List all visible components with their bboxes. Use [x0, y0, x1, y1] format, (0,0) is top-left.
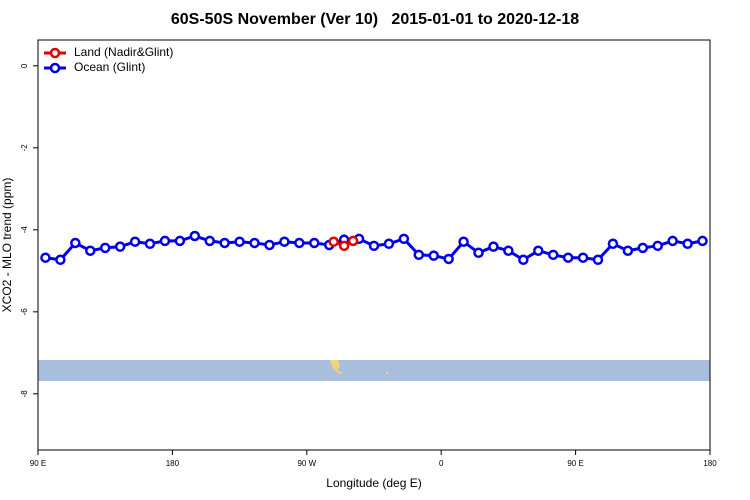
- y-axis-label: XCO2 - MLO trend (ppm): [0, 178, 14, 313]
- point: [249, 237, 260, 249]
- y-tick-label: -2: [20, 144, 29, 152]
- point: [458, 236, 469, 247]
- point: [309, 237, 320, 249]
- point: [637, 242, 649, 254]
- point: [652, 240, 663, 252]
- land-shape: [386, 372, 388, 374]
- legend-marker: [49, 47, 61, 59]
- y-tick-label: -4: [20, 226, 29, 234]
- x-axis-label: Longitude (deg E): [326, 476, 421, 490]
- point: [622, 245, 634, 256]
- point: [99, 242, 111, 254]
- x-tick-label: 180: [166, 459, 180, 468]
- point: [328, 236, 339, 247]
- point: [144, 238, 156, 250]
- land-shape: [330, 360, 343, 374]
- point: [443, 253, 454, 265]
- point: [234, 236, 245, 247]
- y-tick-label: -8: [20, 390, 29, 398]
- point: [264, 239, 275, 251]
- point: [204, 235, 215, 247]
- point: [562, 252, 574, 263]
- point: [383, 238, 395, 250]
- legend-marker: [49, 62, 61, 74]
- point: [547, 249, 559, 261]
- chart-title: 60S-50S November (Ver 10) 2015-01-01 to …: [171, 11, 579, 28]
- point: [338, 240, 350, 252]
- point: [533, 245, 544, 256]
- point: [55, 254, 66, 266]
- x-tick-label: 90 E: [567, 459, 583, 468]
- point: [189, 230, 201, 242]
- point: [592, 254, 604, 266]
- point: [279, 236, 290, 247]
- point: [607, 238, 619, 250]
- point: [294, 237, 305, 249]
- point: [40, 252, 51, 263]
- x-tick-label: 90 W: [297, 459, 316, 468]
- point: [667, 235, 678, 247]
- point: [413, 249, 425, 261]
- point: [347, 235, 359, 247]
- point: [488, 241, 499, 252]
- point: [428, 250, 439, 261]
- point: [114, 241, 126, 252]
- point: [518, 254, 529, 266]
- point: [219, 237, 230, 249]
- y-tick-label: -6: [20, 308, 29, 316]
- plot-frame: [37, 39, 711, 451]
- point: [682, 238, 693, 250]
- point: [398, 233, 410, 245]
- point: [85, 245, 96, 256]
- point: [368, 240, 380, 252]
- legend-label: Land (Nadir&Glint): [74, 45, 173, 59]
- point: [70, 237, 81, 249]
- x-tick-label: 90 E: [30, 459, 46, 468]
- y-tick-label: 0: [20, 63, 29, 68]
- point: [159, 235, 171, 247]
- point: [503, 245, 514, 256]
- point: [697, 235, 708, 247]
- map-strip: [38, 360, 710, 381]
- point: [473, 247, 484, 259]
- point: [129, 236, 141, 247]
- point: [577, 252, 589, 263]
- point: [174, 235, 186, 247]
- legend-label: Ocean (Glint): [74, 60, 145, 74]
- x-tick-label: 180: [703, 459, 717, 468]
- x-tick-label: 0: [439, 459, 444, 468]
